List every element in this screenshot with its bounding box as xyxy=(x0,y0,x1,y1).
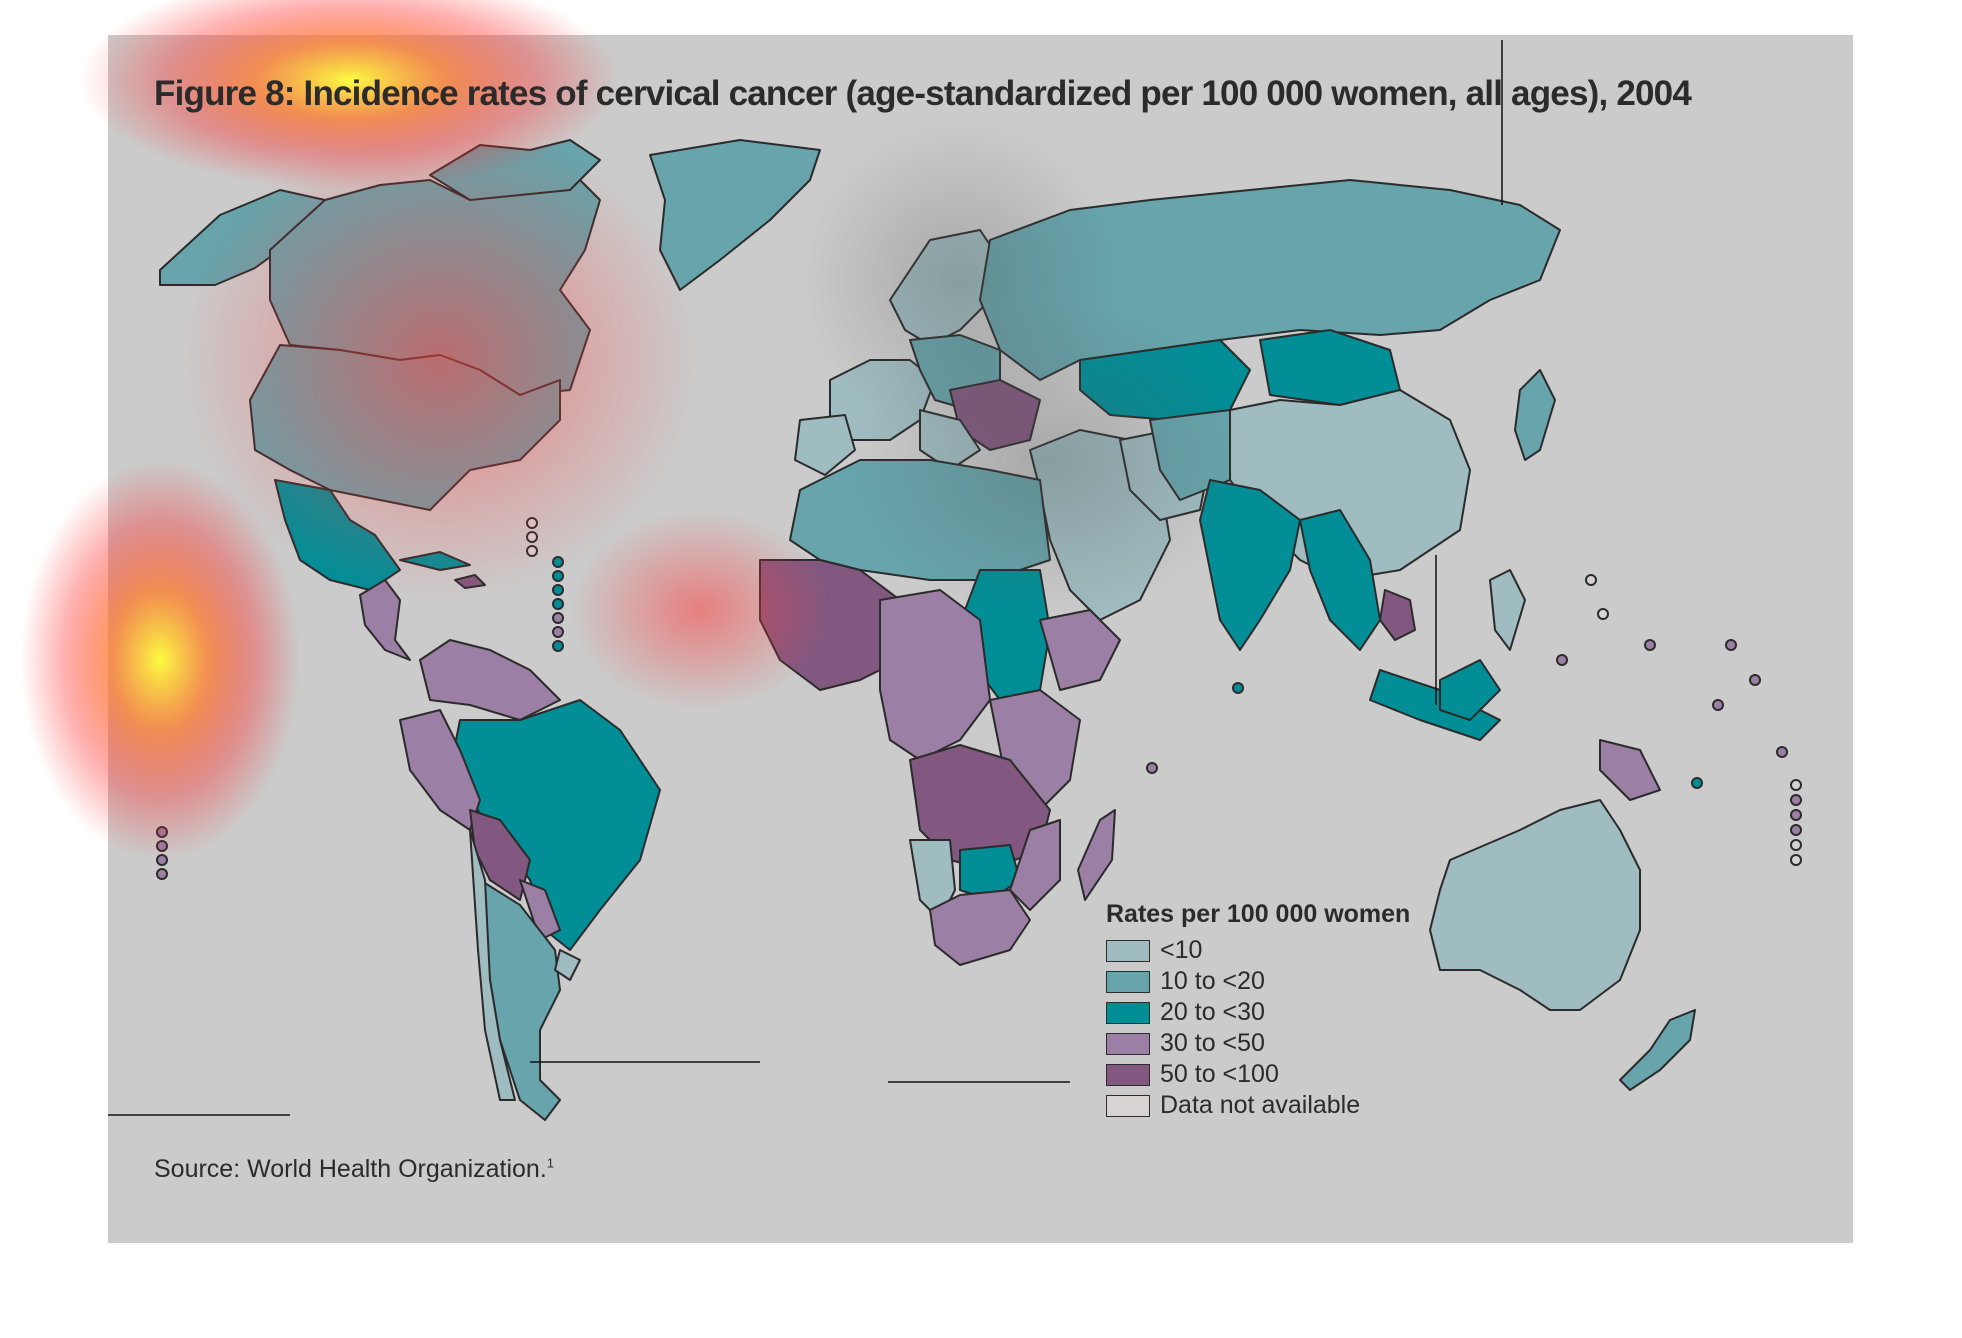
legend-swatch xyxy=(1106,939,1150,962)
region-mozambique xyxy=(1009,819,1061,911)
region-hispaniola xyxy=(454,574,486,589)
region-madagascar xyxy=(1077,809,1116,901)
region-cambodia xyxy=(1379,589,1416,641)
region-central-america xyxy=(359,579,411,661)
region-philippines xyxy=(1489,569,1526,651)
region-borneo xyxy=(1439,659,1501,721)
legend-label: <10 xyxy=(1160,936,1203,964)
region-mongolia xyxy=(1259,329,1401,406)
legend-label: 30 to <50 xyxy=(1160,1029,1265,1057)
region-nz xyxy=(1619,1009,1696,1091)
legend-title: Rates per 100 000 women xyxy=(1106,900,1411,928)
legend-swatch xyxy=(1106,1094,1150,1117)
region-australia xyxy=(1429,799,1641,1011)
region-southeast-asia xyxy=(1299,509,1381,651)
region-paraguay xyxy=(519,879,561,941)
source-note: Source: World Health Organization.1 xyxy=(154,1155,554,1184)
region-greenland xyxy=(649,139,821,291)
region-central-africa xyxy=(879,589,991,761)
source-text: Source: World Health Organization. xyxy=(154,1155,547,1183)
legend-swatch xyxy=(1106,1032,1150,1055)
legend-swatch xyxy=(1106,1001,1150,1024)
legend-swatch xyxy=(1106,1063,1150,1086)
figure-title: Figure 8: Incidence rates of cervical ca… xyxy=(154,74,1692,113)
region-chile-strip xyxy=(469,829,516,1101)
legend-label: 20 to <30 xyxy=(1160,998,1265,1026)
legend-label: Data not available xyxy=(1160,1091,1361,1119)
region-png xyxy=(1599,739,1661,801)
legend-item: <10 xyxy=(1106,935,1410,966)
legend: Rates per 100 000 women <10 10 to <20 20… xyxy=(1106,900,1410,1121)
region-japan xyxy=(1514,369,1556,461)
region-colombia-venezuela xyxy=(419,639,561,721)
region-cuba xyxy=(399,551,471,571)
legend-item: 30 to <50 xyxy=(1106,1028,1410,1059)
legend-label: 50 to <100 xyxy=(1160,1060,1279,1088)
region-ethiopia xyxy=(1039,609,1121,691)
footnote-marker: 1 xyxy=(546,1155,555,1171)
region-uruguay xyxy=(554,949,581,981)
legend-label: 10 to <20 xyxy=(1160,967,1265,995)
legend-item: Data not available xyxy=(1106,1090,1410,1121)
legend-swatch xyxy=(1106,970,1150,993)
region-south-africa xyxy=(929,889,1031,966)
legend-item: 20 to <30 xyxy=(1106,997,1410,1028)
legend-item: 50 to <100 xyxy=(1106,1059,1410,1090)
legend-item: 10 to <20 xyxy=(1106,966,1410,997)
